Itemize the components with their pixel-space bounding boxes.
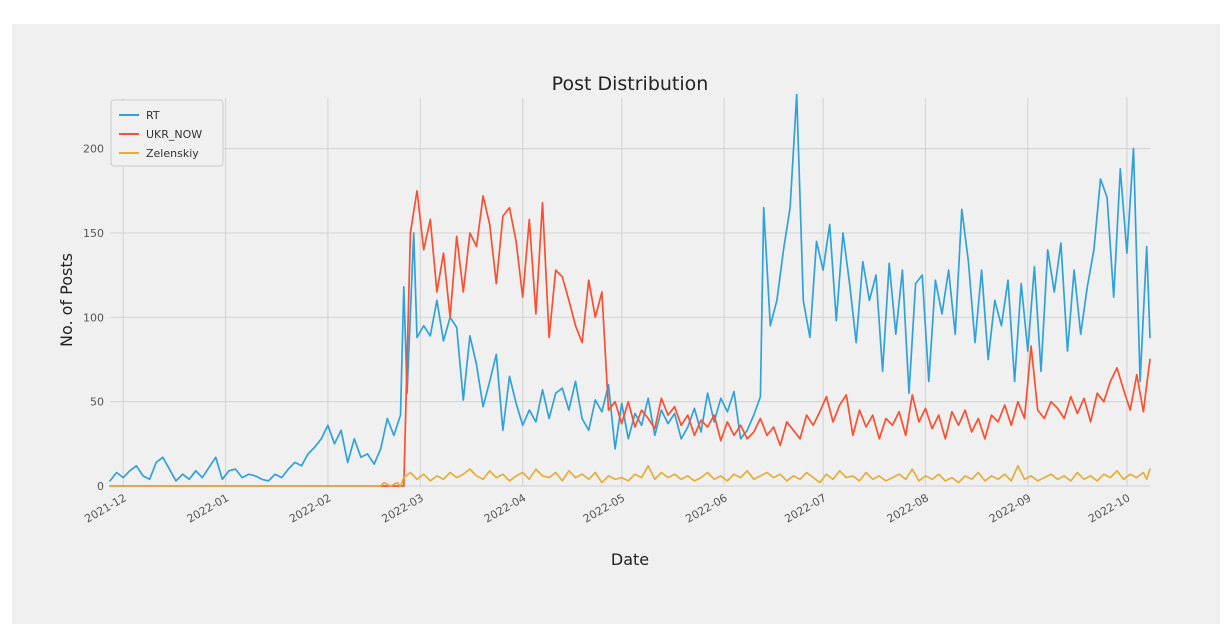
legend-box bbox=[110, 99, 224, 167]
y-axis-label: No. of Posts bbox=[57, 253, 76, 347]
legend-label-ukr-now: UKR_NOW bbox=[146, 128, 202, 141]
series-layer bbox=[109, 93, 1151, 487]
y-tick-label-150: 150 bbox=[83, 227, 104, 240]
y-tick-label-100: 100 bbox=[83, 311, 104, 324]
legend-label-rt: RT bbox=[146, 109, 160, 122]
y-tick-label-0: 0 bbox=[97, 480, 104, 493]
y-tick-label-200: 200 bbox=[83, 143, 104, 156]
y-tick-label-50: 50 bbox=[90, 396, 104, 409]
x-axis-label: Date bbox=[611, 550, 649, 569]
chart-title: Post Distribution bbox=[552, 73, 709, 95]
y-axis-ticks: 0 50 100 150 200 bbox=[83, 143, 104, 493]
legend-label-zelenskiy: Zelenskiy bbox=[146, 147, 199, 160]
legend: RT UKR_NOW Zelenskiy bbox=[110, 99, 224, 167]
series-line-ukr-now bbox=[109, 189, 1151, 487]
series-line-zelenskiy bbox=[109, 464, 1151, 487]
series-line-rt bbox=[109, 93, 1151, 482]
